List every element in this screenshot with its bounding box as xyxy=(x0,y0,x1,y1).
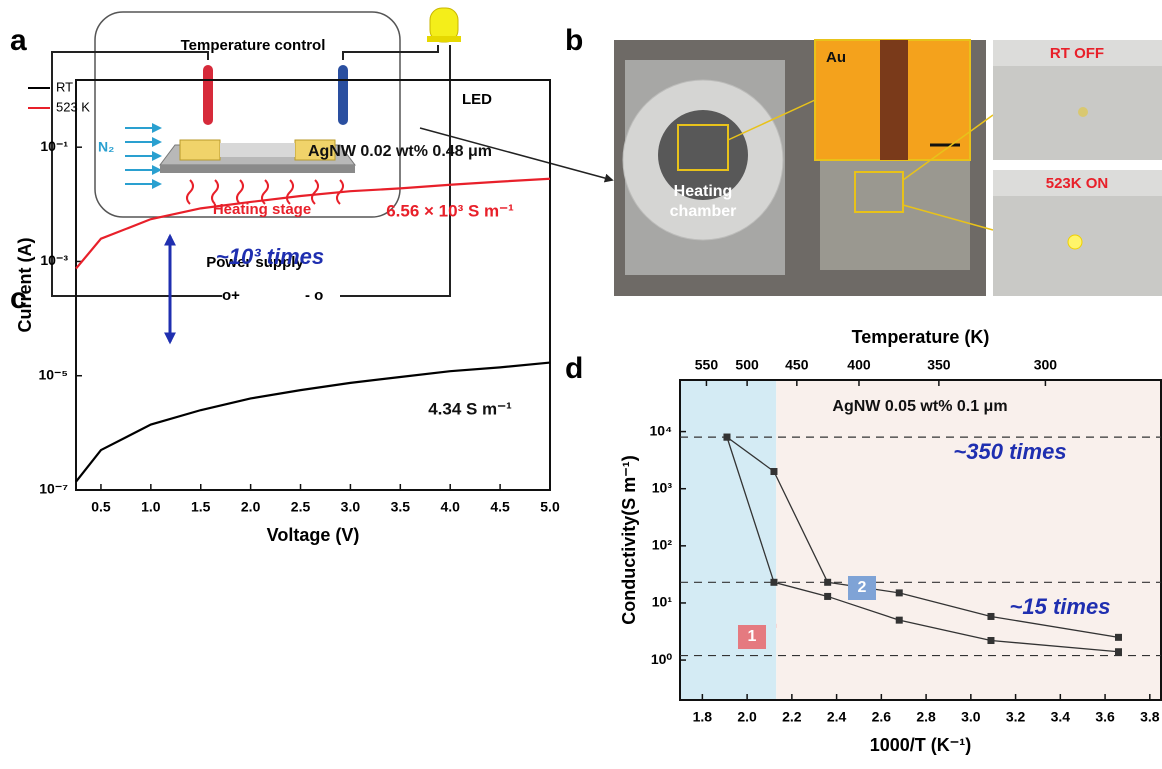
y-tick-label: 10² xyxy=(652,537,673,553)
point xyxy=(770,579,777,586)
y-tick-label: 10³ xyxy=(652,479,673,495)
led-icon xyxy=(427,8,461,42)
panel-label: b xyxy=(565,24,583,57)
legend-label: RT xyxy=(56,79,73,94)
y-tick-label: 10¹ xyxy=(652,594,673,610)
x2-tick-label: 550 xyxy=(695,357,719,373)
x2-tick-label: 450 xyxy=(785,357,809,373)
annotation: ~15 times xyxy=(1010,594,1111,619)
led-off xyxy=(1078,107,1088,117)
x-tick-label: 4.5 xyxy=(490,499,510,515)
x-tick-label: 0.5 xyxy=(91,499,111,515)
y-tick-label: 10⁴ xyxy=(650,422,673,438)
y-axis-label: Current (A) xyxy=(15,238,35,333)
x-tick-label: 3.5 xyxy=(391,499,411,515)
panel-b: b Heating chamber Au RT OFF 523K ON xyxy=(565,24,1162,296)
y-tick-label: 10⁻⁷ xyxy=(39,481,68,497)
annotation: AgNW 0.05 wt% 0.1 μm xyxy=(832,398,1007,415)
breadboard xyxy=(820,150,970,270)
wire xyxy=(52,52,222,296)
x-tick-label: 3.4 xyxy=(1051,709,1071,725)
point xyxy=(987,613,994,620)
panel-label: d xyxy=(565,352,583,385)
x-tick-label: 3.6 xyxy=(1095,709,1115,725)
panel-label: a xyxy=(10,24,27,57)
x-tick-label: 2.0 xyxy=(241,499,261,515)
x-tick-label: 2.4 xyxy=(827,709,847,725)
x-tick-label: 2.5 xyxy=(291,499,311,515)
y-axis-label: Conductivity(S m⁻¹) xyxy=(619,455,639,625)
y-tick-label: 10⁻⁵ xyxy=(38,366,68,382)
x-tick-label: 2.6 xyxy=(872,709,892,725)
x-tick-label: 2.8 xyxy=(916,709,936,725)
gas-arrows xyxy=(125,128,160,184)
y-tick-label: 10⁻¹ xyxy=(40,138,68,154)
x-tick-label: 2.2 xyxy=(782,709,802,725)
x2-tick-label: 350 xyxy=(927,357,951,373)
highlight-region xyxy=(680,380,776,700)
figure: a Temperature control LED N₂ He xyxy=(0,0,1162,769)
x-tick-label: 2.0 xyxy=(737,709,757,725)
annotation: 2 xyxy=(858,579,867,596)
x-tick-label: 1.5 xyxy=(191,499,211,515)
y-tick-label: 10⁰ xyxy=(651,651,673,667)
x-axis-label: Voltage (V) xyxy=(267,525,360,545)
point xyxy=(824,579,831,586)
x2-tick-label: 300 xyxy=(1034,357,1058,373)
on-label: 523K ON xyxy=(1046,175,1109,192)
x-axis-label: 1000/T (K⁻¹) xyxy=(870,735,972,755)
annotation: ~10³ times xyxy=(216,244,324,269)
x-tick-label: 5.0 xyxy=(540,499,560,515)
chamber-label: chamber xyxy=(670,203,737,220)
off-label: RT OFF xyxy=(1050,45,1104,62)
gas-label: N₂ xyxy=(98,139,114,155)
annotation: 1 xyxy=(748,628,757,645)
annotation: 6.56 × 10³ S m⁻¹ xyxy=(386,201,514,220)
wire xyxy=(340,45,450,296)
point xyxy=(770,468,777,475)
point xyxy=(1115,648,1122,655)
led-label: LED xyxy=(462,91,492,108)
point xyxy=(896,589,903,596)
point xyxy=(896,617,903,624)
x-tick-label: 3.0 xyxy=(961,709,981,725)
x2-tick-label: 400 xyxy=(847,357,871,373)
x-tick-label: 3.8 xyxy=(1140,709,1160,725)
y-tick-label: 10⁻³ xyxy=(40,252,68,268)
chamber-label: Heating xyxy=(674,183,733,200)
annotation: ~350 times xyxy=(953,439,1066,464)
stage-label: Heating stage xyxy=(213,201,311,218)
x-tick-label: 1.8 xyxy=(693,709,713,725)
x-tick-label: 3.0 xyxy=(341,499,361,515)
x2-axis-label: Temperature (K) xyxy=(852,327,990,347)
au-label: Au xyxy=(826,49,846,66)
annotation: AgNW 0.02 wt% 0.48 μm xyxy=(308,143,492,160)
supply-plus: o+ xyxy=(222,287,240,304)
x-tick-label: 4.0 xyxy=(440,499,460,515)
point xyxy=(1115,634,1122,641)
led-on xyxy=(1068,235,1082,249)
legend-label: 523 K xyxy=(56,99,90,114)
x2-tick-label: 500 xyxy=(735,357,759,373)
point xyxy=(723,434,730,441)
point xyxy=(824,593,831,600)
x-tick-label: 1.0 xyxy=(141,499,161,515)
supply-minus: - o xyxy=(305,287,323,304)
wire xyxy=(343,45,438,60)
background-region xyxy=(776,380,1161,700)
annotation: 4.34 S m⁻¹ xyxy=(428,399,512,418)
au-gap xyxy=(880,40,908,160)
series-line xyxy=(76,363,550,482)
point xyxy=(987,637,994,644)
x-tick-label: 3.2 xyxy=(1006,709,1026,725)
